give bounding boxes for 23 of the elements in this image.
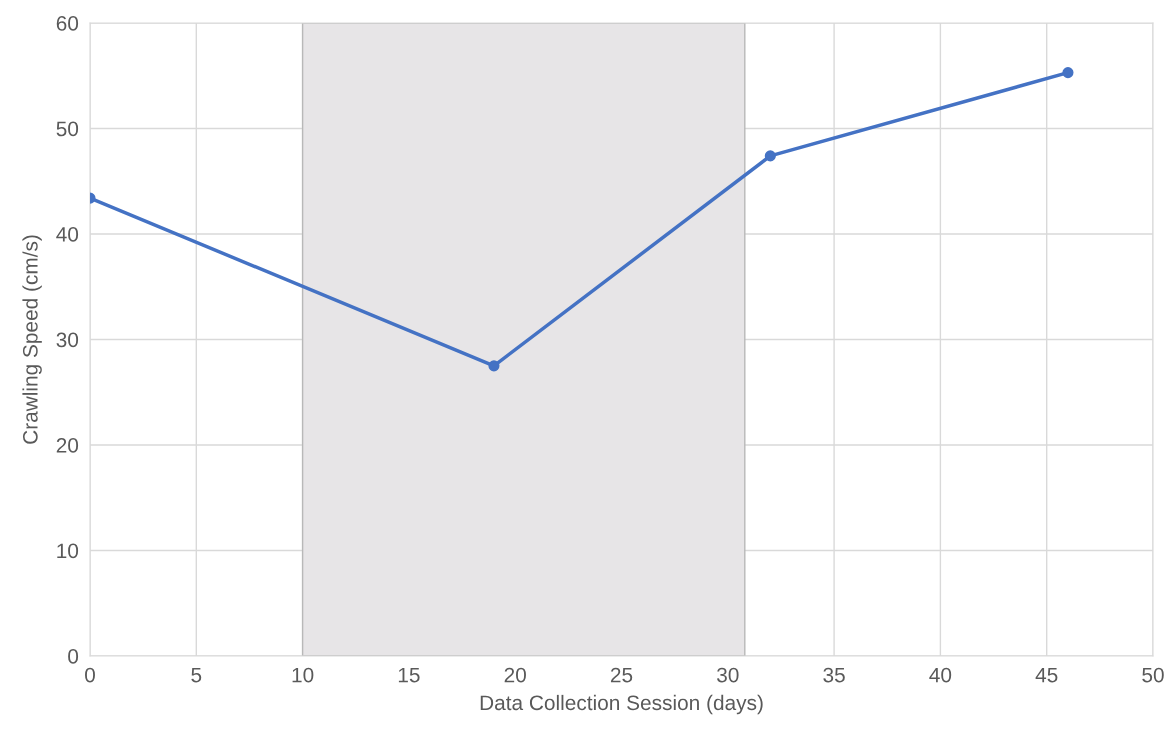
y-axis-title: Crawling Speed (cm/s) — [22, 235, 42, 444]
y-tick-label: 10 — [57, 543, 79, 559]
y-tick-label: 60 — [56, 16, 79, 31]
x-tick-label: 45 — [1035, 667, 1058, 683]
y-tick-label: 50 — [56, 121, 79, 137]
y-tick-label: 0 — [68, 649, 79, 664]
x-axis-title: Data Collection Session (days) — [480, 694, 763, 715]
x-tick-label: 15 — [398, 667, 420, 683]
x-tick-label: 20 — [504, 667, 526, 683]
point — [488, 360, 500, 372]
x-tick-label: 30 — [717, 667, 739, 683]
x-tick-label: 25 — [610, 667, 633, 683]
point — [1062, 67, 1074, 79]
x-tick-label: 50 — [1142, 667, 1164, 683]
point — [764, 150, 776, 162]
x-tick-label: 10 — [292, 667, 314, 683]
x-tick-label: 0 — [85, 667, 95, 683]
y-tick-label: 40 — [56, 227, 79, 242]
x-tick-label: 40 — [929, 667, 952, 683]
x-tick-label: 5 — [191, 667, 202, 683]
y-tick-label: 20 — [56, 438, 79, 453]
x-tick-label: 35 — [823, 667, 845, 683]
y-tick-label: 30 — [56, 332, 79, 348]
